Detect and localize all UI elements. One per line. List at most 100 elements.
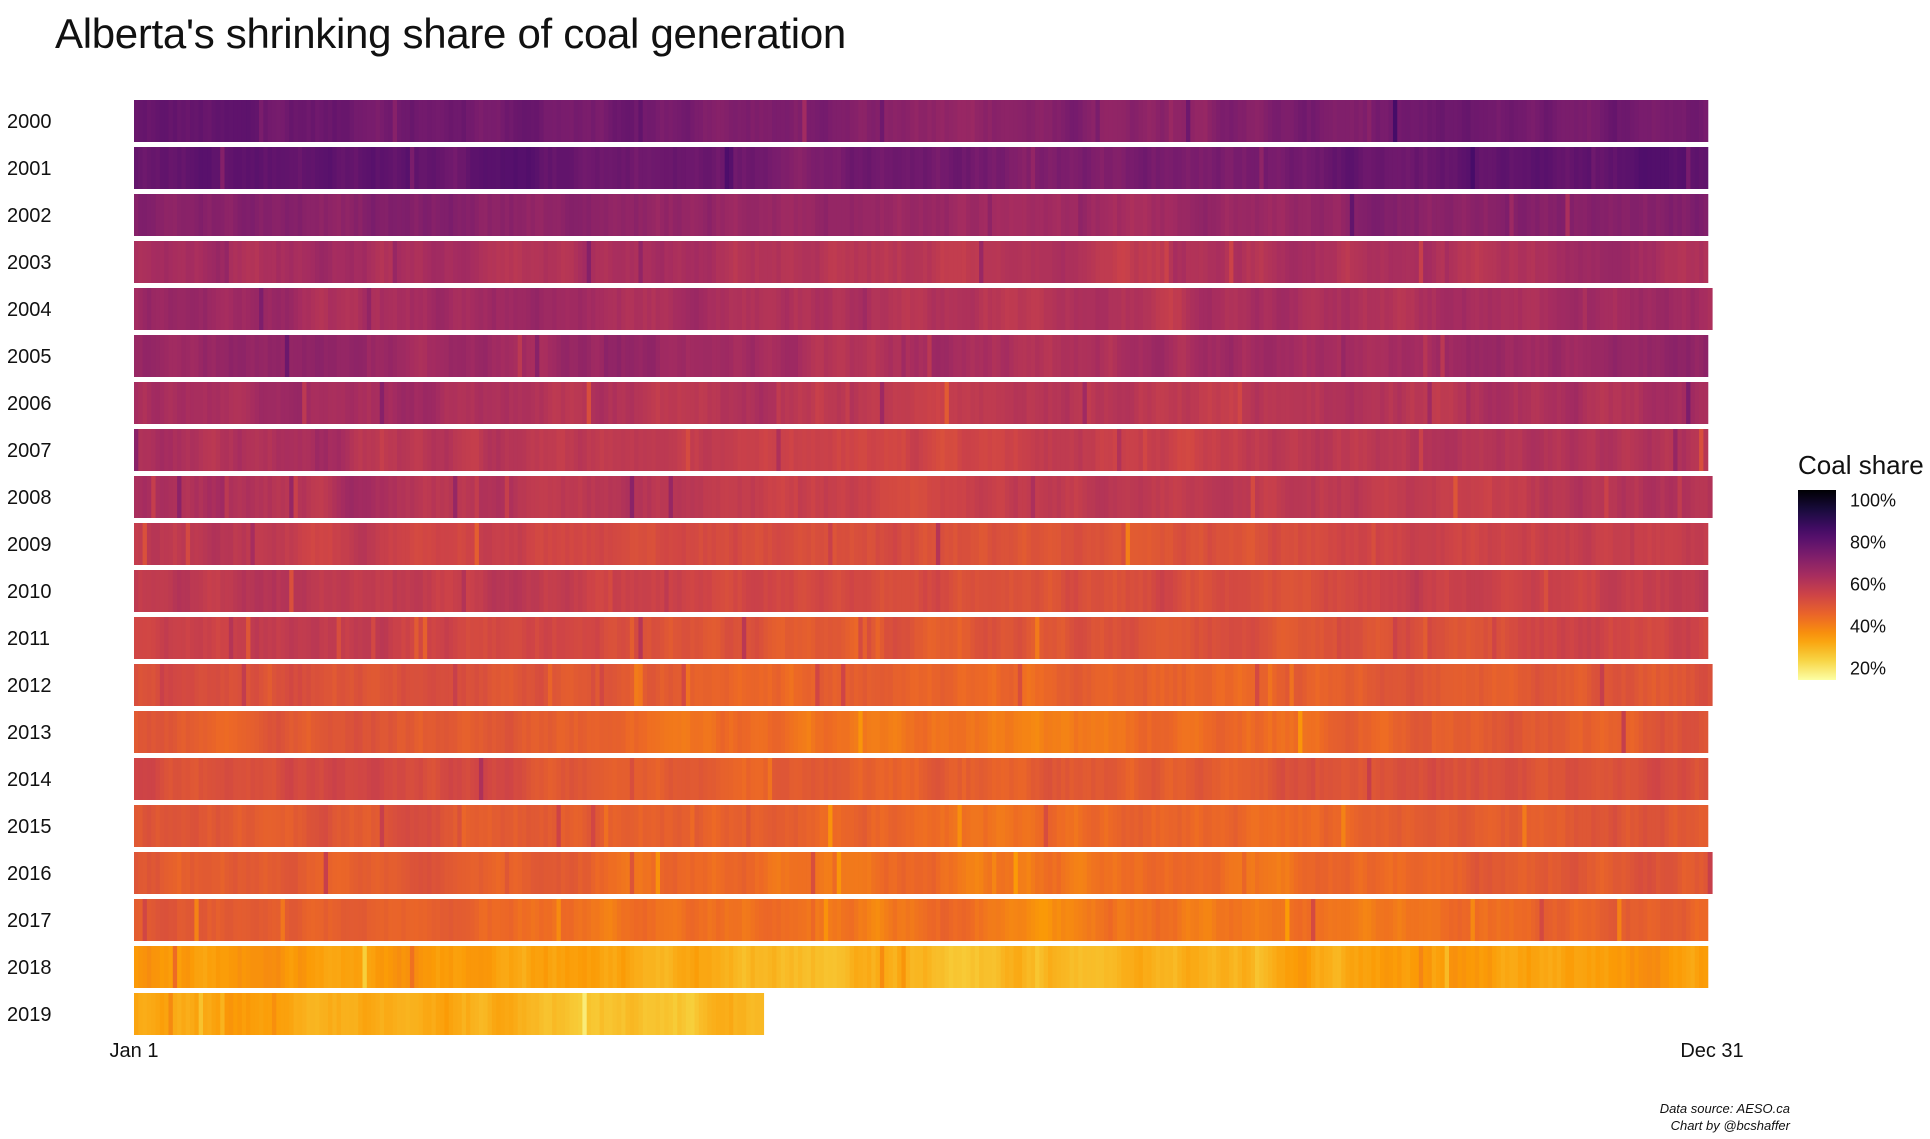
heatmap-cell (504, 523, 510, 565)
heatmap-cell (1397, 147, 1403, 189)
heatmap-cell (306, 570, 312, 612)
heatmap-cell (1220, 335, 1226, 377)
heatmap-cell (246, 429, 252, 471)
heatmap-cell (1060, 570, 1066, 612)
heatmap-cell (970, 382, 976, 424)
heatmap-cell (638, 288, 644, 330)
heatmap-cell (603, 711, 609, 753)
heatmap-cell (884, 617, 890, 659)
heatmap-cell (1216, 429, 1222, 471)
heatmap-cell (1030, 241, 1036, 283)
heatmap-cell (517, 711, 523, 753)
heatmap-cell (750, 570, 756, 612)
heatmap-cell (685, 664, 691, 706)
heatmap-cell (655, 570, 661, 612)
heatmap-cell (974, 194, 980, 236)
heatmap-cell (172, 617, 178, 659)
heatmap-cell (1323, 194, 1329, 236)
heatmap-cell (1022, 476, 1028, 518)
heatmap-cell (1211, 194, 1217, 236)
heatmap-cell (578, 288, 583, 330)
heatmap-cell (151, 617, 157, 659)
heatmap-cell (879, 570, 885, 612)
heatmap-cell (1177, 335, 1183, 377)
heatmap-cell (961, 147, 967, 189)
heatmap-cell (759, 664, 765, 706)
heatmap-cell (1048, 335, 1053, 377)
heatmap-cell (1655, 382, 1661, 424)
heatmap-cell (668, 194, 674, 236)
heatmap-cell (228, 617, 234, 659)
heatmap-cell (957, 570, 963, 612)
heatmap-cell (957, 147, 963, 189)
heatmap-cell (1190, 429, 1196, 471)
heatmap-cell (1121, 429, 1127, 471)
heatmap-cell (366, 523, 372, 565)
heatmap-cell (1073, 429, 1079, 471)
heatmap-cell (349, 147, 355, 189)
heatmap-cell (759, 147, 765, 189)
heatmap-cell (1328, 382, 1334, 424)
heatmap-cell (1513, 476, 1519, 518)
heatmap-cell (1060, 335, 1066, 377)
heatmap-cell (332, 147, 338, 189)
heatmap-cell (1466, 523, 1472, 565)
heatmap-cell (1483, 194, 1489, 236)
heatmap-cell (660, 476, 665, 518)
heatmap-cell (1194, 617, 1200, 659)
heatmap-cell (1285, 382, 1291, 424)
heatmap-cell (797, 570, 803, 612)
heatmap-cell (970, 570, 976, 612)
heatmap-cell (177, 288, 183, 330)
heatmap-cell (185, 711, 191, 753)
heatmap-cell (595, 100, 601, 142)
heatmap-cell (556, 335, 562, 377)
heatmap-cell (728, 241, 734, 283)
heatmap-cell (733, 194, 739, 236)
heatmap-cell (1000, 711, 1006, 753)
heatmap-cell (892, 241, 898, 283)
heatmap-cell (1634, 194, 1640, 236)
heatmap-cell (1530, 100, 1536, 142)
heatmap-cell (677, 664, 683, 706)
heatmap-cell (1630, 335, 1635, 377)
heatmap-cell (797, 476, 803, 518)
heatmap-cell (1207, 570, 1213, 612)
heatmap-cell (332, 382, 338, 424)
heatmap-cell (388, 241, 394, 283)
heatmap-cell (832, 382, 838, 424)
heatmap-cell (414, 241, 420, 283)
heatmap-cell (1280, 194, 1286, 236)
heatmap-cell (1496, 241, 1502, 283)
heatmap-cell (276, 288, 282, 330)
heatmap-cell (1599, 194, 1605, 236)
heatmap-cell (966, 429, 972, 471)
heatmap-cell (431, 288, 437, 330)
heatmap-cell (310, 194, 316, 236)
heatmap-cell (966, 194, 972, 236)
heatmap-cell (418, 664, 424, 706)
heatmap-cell (401, 664, 407, 706)
heatmap-cell (897, 523, 903, 565)
heatmap-cell (694, 664, 700, 706)
heatmap-cell (1086, 288, 1092, 330)
heatmap-cell (1375, 288, 1381, 330)
heatmap-cell (789, 429, 795, 471)
heatmap-cell (772, 147, 778, 189)
heatmap-cell (1004, 194, 1010, 236)
heatmap-cell (539, 570, 545, 612)
heatmap-cell (1341, 241, 1347, 283)
heatmap-cell (263, 476, 269, 518)
heatmap-cell (819, 288, 825, 330)
heatmap-cell (879, 194, 885, 236)
heatmap-cell (392, 288, 398, 330)
heatmap-cell (409, 147, 415, 189)
heatmap-cell (1147, 476, 1153, 518)
heatmap-cell (1405, 523, 1411, 565)
heatmap-cell (961, 335, 967, 377)
heatmap-cell (1173, 429, 1178, 471)
heatmap-cell (772, 476, 778, 518)
heatmap-cell (780, 476, 786, 518)
heatmap-cell (668, 664, 674, 706)
